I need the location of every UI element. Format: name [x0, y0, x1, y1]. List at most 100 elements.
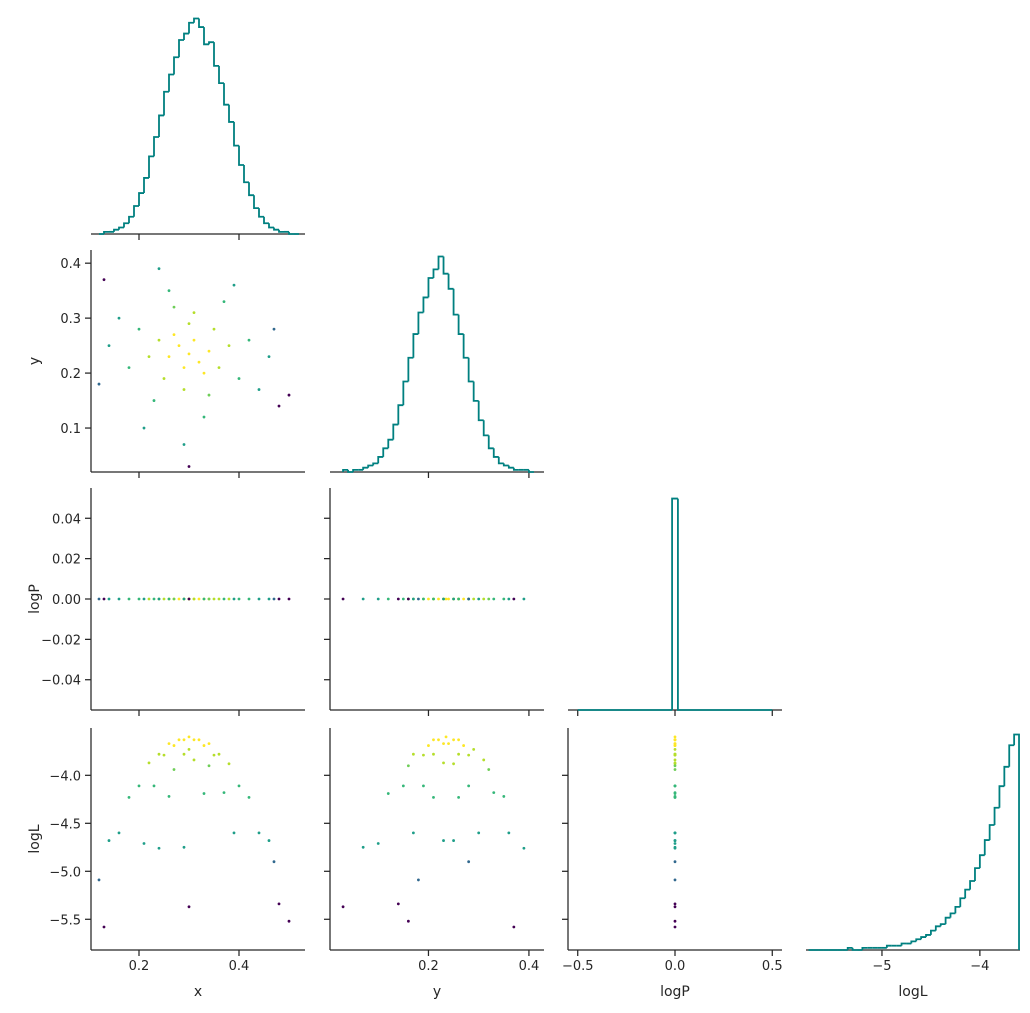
scatter-point: [222, 300, 226, 304]
y-tick-label: 0.1: [60, 422, 81, 437]
scatter-point: [187, 465, 191, 468]
histogram-step: [158, 114, 164, 138]
histogram-step: [467, 357, 474, 383]
scatter-point: [673, 768, 677, 771]
scatter-point: [107, 344, 111, 348]
scatter-point: [157, 267, 161, 271]
scatter-point: [147, 597, 151, 601]
scatter-point: [227, 344, 231, 348]
scatter-point: [117, 831, 121, 835]
scatter-point: [217, 597, 221, 601]
y-tick-label: 0.04: [52, 512, 81, 527]
scatter-point: [406, 597, 410, 601]
scatter-point: [202, 415, 206, 419]
histogram-step: [268, 223, 274, 229]
scatter-point: [507, 831, 511, 835]
scatter-point: [472, 597, 476, 601]
histogram-step: [497, 456, 504, 465]
scatter-point: [432, 738, 435, 742]
scatter-point: [127, 366, 131, 369]
scatter-point: [444, 597, 448, 601]
histogram-step: [528, 469, 534, 473]
histogram-step: [238, 145, 244, 166]
histogram-step: [1003, 765, 1010, 787]
histogram-step: [432, 268, 439, 279]
y-tick-label: 0.3: [60, 312, 81, 327]
scatter-point: [472, 748, 476, 751]
scatter-point: [162, 377, 166, 380]
scatter-point: [673, 752, 677, 756]
x-axis-label: x: [194, 984, 202, 1000]
scatter-point: [182, 366, 186, 369]
scatter-point: [422, 597, 425, 601]
scatter-point: [406, 764, 410, 768]
scatter-point: [272, 327, 276, 331]
histogram-step: [900, 942, 907, 946]
scatter-point: [673, 762, 677, 766]
scatter-point: [232, 283, 236, 287]
histogram-step: [223, 83, 229, 106]
histogram-step: [233, 121, 239, 147]
scatter-point: [187, 905, 191, 909]
scatter-point: [177, 344, 181, 348]
scatter-point: [127, 795, 131, 799]
scatter-point: [97, 382, 101, 386]
scatter-point: [212, 597, 216, 601]
scatter-point: [212, 327, 216, 331]
histogram-step: [128, 215, 134, 224]
scatter-point: [411, 831, 415, 835]
y-tick-label: −5.5: [49, 913, 81, 928]
scatter-point: [673, 846, 677, 850]
scatter-point: [432, 795, 435, 799]
histogram-step: [208, 41, 214, 45]
scatter-point: [432, 752, 435, 756]
scatter-point: [147, 761, 151, 765]
histogram-step: [457, 314, 464, 335]
scatter-point: [432, 597, 435, 601]
x-tick-label: 0.0: [665, 959, 686, 974]
scatter-point: [182, 597, 186, 601]
scatter-point: [177, 738, 181, 742]
scatter-point: [673, 758, 677, 762]
scatter-point: [187, 748, 191, 751]
y-axis-label: y: [27, 357, 43, 365]
scatter-point: [277, 597, 281, 601]
scatter-point: [401, 784, 405, 788]
histogram-step: [998, 785, 1005, 808]
scatter-point: [376, 842, 380, 845]
histogram-step: [492, 448, 499, 458]
scatter-point: [207, 349, 211, 353]
y-tick-label: 0.2: [60, 367, 81, 382]
histogram-step: [278, 229, 284, 233]
scatter-point: [673, 905, 677, 909]
x-axis-label: logP: [660, 984, 690, 1000]
histogram-step: [851, 947, 858, 951]
scatter-point: [673, 742, 677, 746]
histogram-step: [417, 311, 424, 335]
scatter-point: [187, 735, 191, 739]
scatter-point: [197, 597, 201, 601]
histogram-step: [103, 230, 109, 234]
histogram-step: [954, 905, 961, 914]
histogram-step: [143, 177, 149, 194]
scatter-point: [462, 744, 466, 747]
scatter-point: [457, 795, 461, 799]
scatter-point: [287, 597, 291, 601]
x-tick-label: 0.2: [418, 959, 439, 974]
scatter-point: [396, 902, 400, 906]
histogram-step: [113, 228, 119, 232]
scatter-point: [97, 878, 101, 882]
histogram-step: [253, 195, 259, 210]
scatter-point: [202, 792, 206, 795]
scatter-point: [142, 842, 146, 845]
scatter-point: [673, 878, 677, 882]
scatter-point: [386, 597, 390, 601]
histogram-step: [193, 17, 199, 23]
scatter-point: [452, 762, 455, 766]
scatter-point: [167, 742, 171, 746]
scatter-point: [442, 761, 445, 765]
histogram-step: [846, 946, 853, 950]
scatter-point: [182, 845, 186, 849]
histogram-step: [487, 435, 494, 450]
histogram-step: [258, 208, 264, 218]
